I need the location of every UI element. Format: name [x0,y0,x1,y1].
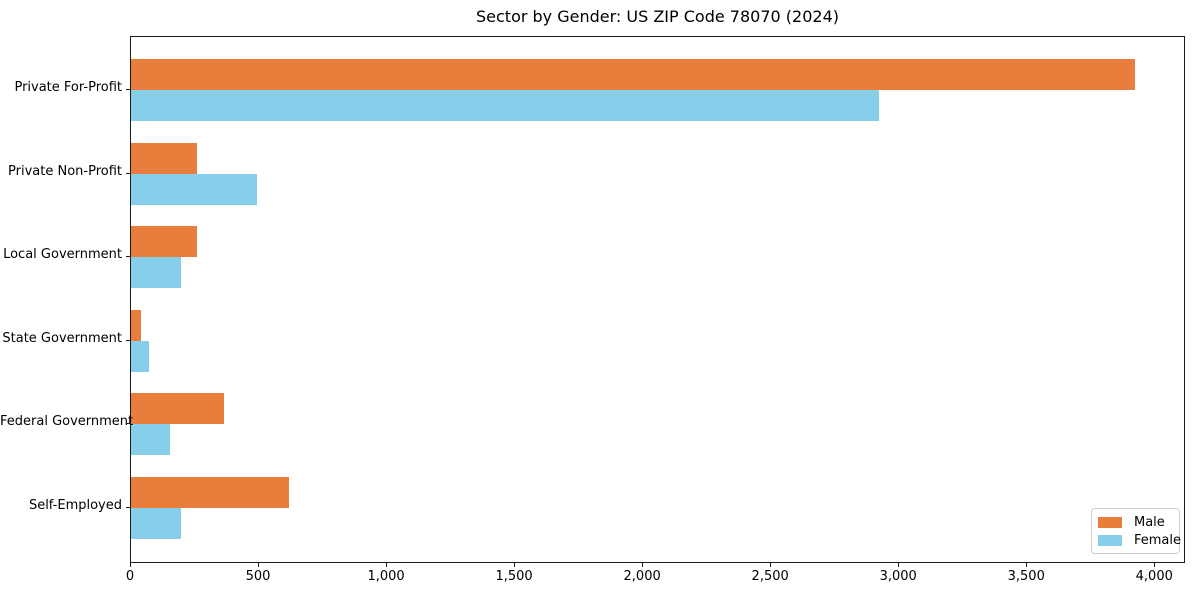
legend-item-female: Female [1098,532,1181,549]
y-tick-label: Self-Employed [28,498,122,513]
bar-male-5 [131,477,289,508]
y-tick-label: Local Government [3,247,122,263]
x-tick-mark [258,563,260,567]
bar-male-4 [131,393,224,425]
bar-male-0 [131,59,1135,90]
x-tick-label: 3,500 [1007,569,1045,584]
x-tick-label: 1,500 [495,569,533,584]
bar-female-3 [131,340,149,372]
y-tick-label: Private Non-Profit [8,163,122,179]
y-tick-mark [126,339,130,341]
x-tick-mark [642,563,644,567]
y-tick-mark [126,172,130,174]
legend-label-female: Female [1134,533,1182,548]
x-tick-label: 4,000 [1135,569,1173,584]
bar-female-2 [131,257,181,289]
y-tick-mark [126,423,130,425]
x-tick-label: 1,000 [367,569,405,584]
plot-area [130,36,1185,563]
bar-female-4 [131,424,170,456]
x-tick-mark [386,563,388,567]
x-tick-mark [770,563,772,567]
bar-female-1 [131,173,257,205]
female-series-swatch [1098,535,1122,546]
legend: Male Female [1091,508,1181,554]
x-tick-label: 0 [125,569,135,584]
x-tick-label: 2,000 [623,569,661,584]
bar-male-2 [131,226,197,258]
male-series-swatch [1098,517,1122,528]
x-tick-mark [898,563,900,567]
chart-title: Sector by Gender: US ZIP Code 78070 (202… [476,7,839,26]
bar-female-0 [131,90,879,121]
x-tick-label: 500 [245,569,271,584]
legend-label-male: Male [1134,515,1165,530]
x-tick-mark [1154,563,1156,567]
legend-item-male: Male [1098,514,1172,531]
x-tick-mark [1026,563,1028,567]
x-tick-mark [514,563,516,567]
y-tick-mark [126,507,130,508]
x-tick-label: 3,000 [879,569,917,584]
x-tick-label: 2,500 [751,569,789,584]
y-tick-label: Federal Government [0,414,134,430]
y-tick-label: State Government [2,330,122,346]
bar-female-5 [131,508,181,539]
x-tick-mark [130,563,131,567]
y-tick-label: Private For-Profit [14,80,122,95]
y-tick-mark [126,256,130,258]
bar-male-3 [131,309,141,341]
y-tick-mark [126,89,130,90]
bar-male-1 [131,142,197,174]
